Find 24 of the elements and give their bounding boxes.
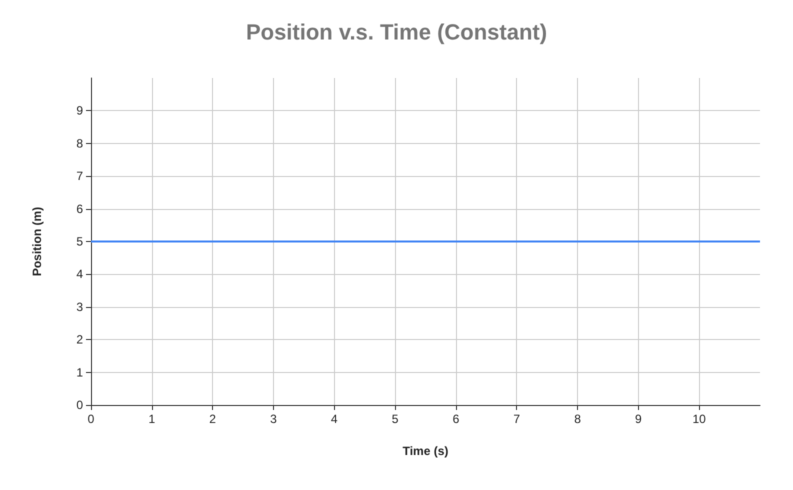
x-tick-label: 1 xyxy=(148,412,156,426)
x-tick-label: 2 xyxy=(209,412,216,426)
y-tick-label: 5 xyxy=(76,234,84,248)
y-tick-label: 0 xyxy=(76,398,84,412)
x-tick-label: 3 xyxy=(270,412,278,426)
y-tick-label: 6 xyxy=(76,202,84,216)
y-tick-label: 8 xyxy=(76,136,84,150)
x-tick-label: 5 xyxy=(392,412,399,426)
y-tick-label: 1 xyxy=(76,365,84,380)
y-tick-label: 2 xyxy=(76,332,84,347)
x-tick-label: 0 xyxy=(88,412,95,426)
x-tick-label: 6 xyxy=(452,412,460,426)
x-tick-label: 4 xyxy=(330,412,338,426)
x-axis-title: Time (s) xyxy=(402,444,448,458)
x-tick-label: 8 xyxy=(574,412,582,426)
y-tick-label: 3 xyxy=(76,300,84,314)
x-tick-label: 7 xyxy=(513,412,520,426)
x-tick-label: 9 xyxy=(635,412,642,426)
x-tick-label: 10 xyxy=(692,412,706,426)
y-tick-label: 7 xyxy=(76,169,84,184)
y-tick-label: 9 xyxy=(76,104,84,118)
y-tick-label: 4 xyxy=(76,267,84,282)
y-axis-title: Position (m) xyxy=(30,206,44,276)
chart-title: Position v.s. Time (Constant) xyxy=(246,20,548,44)
